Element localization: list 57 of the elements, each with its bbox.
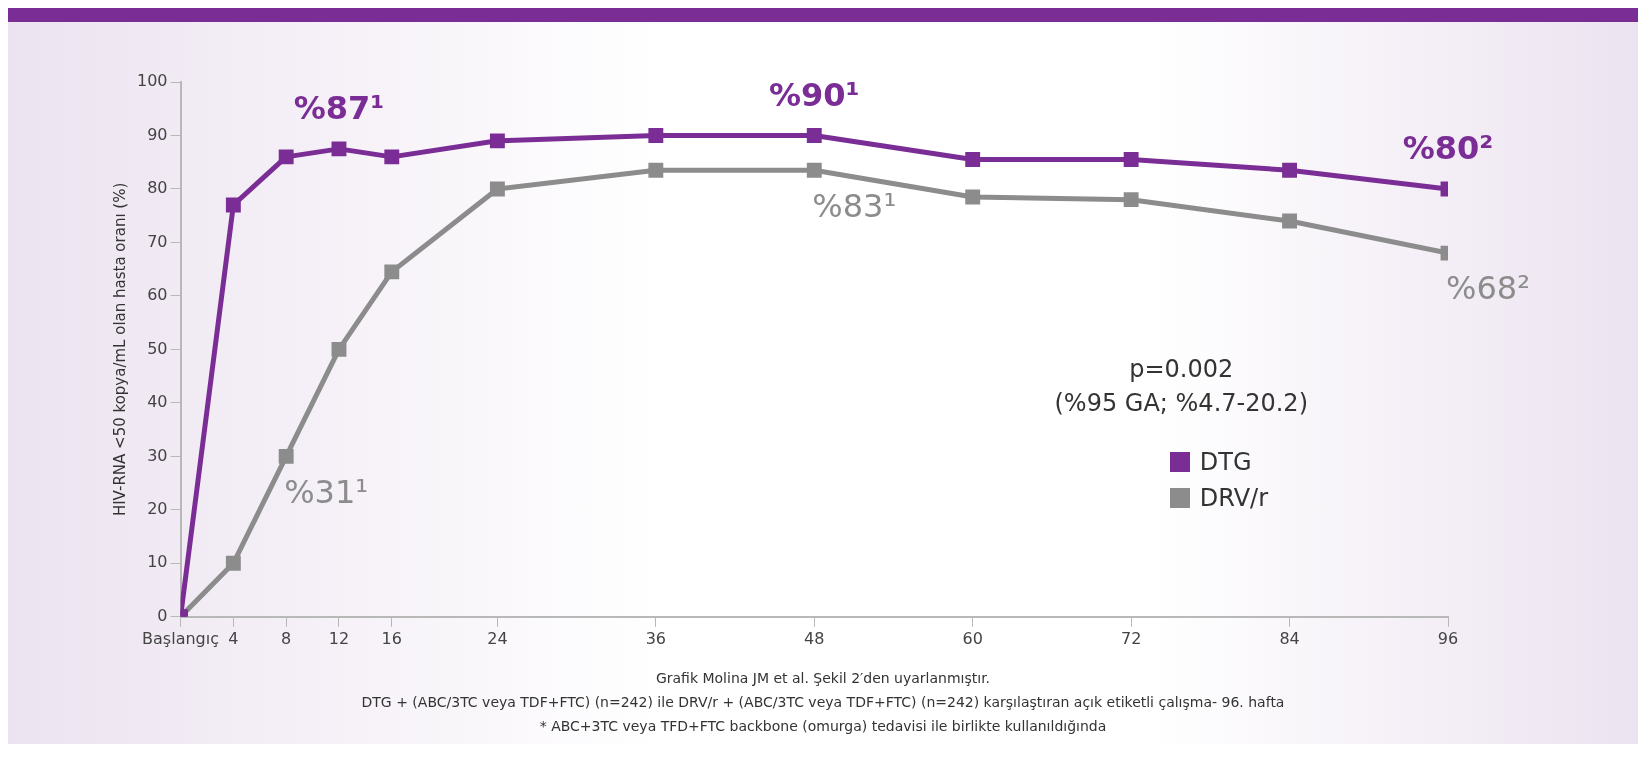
y-tick-label: 50 [147,338,168,358]
x-tick-label: 60 [962,628,983,648]
text: DTG + (ABC/3TC veya TDF+FTC) (n=242) ile DRV/r + (ABC/3TC veya TDF+FTC) (n=242) karşılaştıran açık etiketli çalışma- 96. hafta [360,694,1286,710]
text: * ABC+3TC veya TFD+FTC backbone (omurga) tedavisi ile birlikte kullanıldığında [538,718,1108,734]
x-tick-label: 4 [228,628,239,648]
point [965,152,981,167]
x-tick-label: 48 [804,628,825,648]
y-tick-label: 10 [147,552,168,572]
point [278,448,294,464]
point [489,181,505,197]
y-tick-label: 30 [147,445,168,465]
x-tick-label: 16 [381,628,402,648]
y-tick-label: 90 [147,124,168,144]
legend-label: DTG [1199,448,1252,476]
annotation: (%95 GA; %4.7-20.2) [1054,388,1308,419]
x-tick-label: 72 [1120,628,1142,648]
y-axis-title: HIV-RNA <50 kopya/mL olan hasta oranı (%) [110,182,129,517]
point [806,128,822,143]
legend-label: DRV/r [1199,484,1268,512]
point [1123,152,1139,167]
y-tick-label: 70 [147,231,168,251]
point [965,189,981,205]
point [806,162,822,178]
annotation: %80² [1402,129,1494,168]
y-tick-label: 0 [157,605,168,625]
x-tick-label: 8 [281,628,292,648]
annotation: %90¹ [768,75,860,114]
point [648,162,664,178]
point [1123,192,1139,208]
y-tick-label: 20 [147,499,168,518]
x-tick-label: 12 [328,628,350,648]
annotation: %87¹ [293,89,385,128]
point [1282,213,1298,229]
y-tick-label: 80 [147,178,168,198]
point [1282,162,1298,178]
annotation: %31¹ [284,472,369,511]
x-tick-label: Başlangıç [142,628,219,648]
point [331,341,347,357]
text: Grafik Molina JM et al. Şekil 2′den uyarlanmıştır. [654,670,992,686]
point [225,197,241,213]
y-tick-label: 40 [147,392,168,412]
y-tick-label: 60 [147,285,168,305]
annotation: p=0.002 [1128,354,1235,385]
annotation: %68² [1446,269,1530,308]
point [384,149,400,165]
x-tick-label: 24 [487,628,508,648]
y-tick-label: 100 [136,71,168,91]
point [489,133,505,149]
x-tick-label: 36 [645,628,667,648]
point [225,555,241,571]
x-tick-label: 84 [1279,628,1300,648]
x-tick-label: 96 [1437,628,1459,648]
annotation: %83¹ [812,186,897,225]
point [384,264,400,280]
point [278,149,294,165]
point [648,128,664,143]
point [331,141,347,157]
